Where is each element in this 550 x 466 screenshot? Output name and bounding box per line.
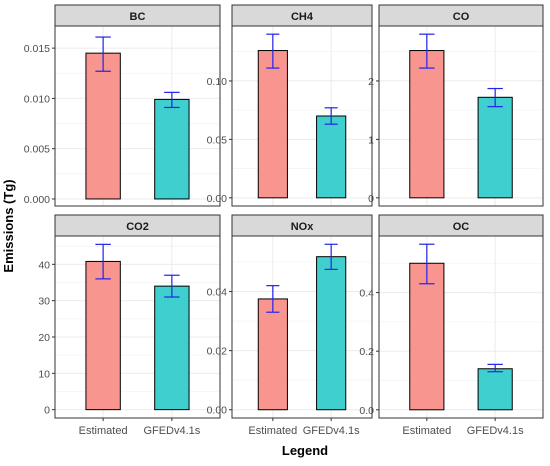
bar-gfedv4-1s — [477, 368, 513, 411]
facet-panel-nox: NOx 0.00 0.02 0.04 Estimated GFEDv4.1s — [207, 214, 373, 437]
y-tick-label: 1 — [368, 134, 374, 146]
facet-panel-bc: BC 0.000 0.005 0.010 0.015 — [24, 4, 221, 207]
y-tick-label: 0.005 — [24, 144, 50, 156]
bar-estimated — [85, 52, 121, 200]
facet-panel-oc: OC 0.0 0.2 0.4 Estimated GFEDv4.1s — [359, 214, 544, 437]
facet-title: NOx — [291, 221, 315, 233]
plot-background — [379, 26, 543, 206]
plot-background — [379, 236, 543, 418]
y-tick-label: 0.015 — [24, 43, 50, 55]
facet-title: CO — [453, 11, 470, 23]
facet-title: OC — [453, 221, 470, 233]
x-tick-label: Estimated — [79, 425, 128, 437]
facet-title: CO2 — [126, 221, 149, 233]
bar-gfedv4-1s — [316, 256, 347, 411]
y-tick-label: 0.010 — [24, 93, 50, 105]
panel-border — [378, 235, 544, 419]
y-tick-label: 40 — [38, 259, 50, 271]
y-tick-label: 20 — [38, 332, 50, 344]
bar-estimated — [85, 260, 121, 411]
y-axis-title: Emissions (Tg) — [1, 179, 16, 272]
y-tick-label: 0.0 — [359, 405, 374, 417]
y-tick-label: 30 — [38, 296, 50, 308]
y-tick-label: 10 — [38, 368, 50, 380]
facet-title: BC — [130, 11, 146, 23]
plot-background — [55, 236, 220, 418]
y-tick-label: 0.00 — [207, 193, 228, 205]
y-tick-label: 0.4 — [359, 288, 374, 300]
y-tick-label: 0.10 — [207, 76, 228, 88]
facet-panels: BC0.0000.0050.0100.015CH40.000.050.10CO0… — [24, 4, 544, 437]
y-tick-label: 2 — [368, 76, 374, 88]
facet-panel-co: CO 0 1 2 — [368, 4, 544, 207]
x-tick-label: Estimated — [248, 425, 297, 437]
y-tick-label: 0.000 — [24, 194, 50, 206]
x-tick-label: GFEDv4.1s — [303, 425, 360, 437]
bar-gfedv4-1s — [154, 98, 190, 200]
panel-border — [54, 235, 221, 419]
plot-background — [232, 236, 372, 418]
x-axis-title: Legend — [282, 443, 328, 458]
bar-estimated — [257, 298, 288, 411]
y-tick-label: 0.05 — [207, 134, 228, 146]
y-tick-label: 0.00 — [207, 405, 228, 417]
bar-gfedv4-1s — [154, 285, 190, 411]
bar-gfedv4-1s — [477, 96, 513, 199]
panel-border — [378, 25, 544, 207]
x-tick-label: Estimated — [402, 425, 451, 437]
y-tick-label: 0 — [44, 405, 50, 417]
x-tick-label: GFEDv4.1s — [143, 425, 200, 437]
facet-panel-ch4: CH4 0.00 0.05 0.10 — [207, 4, 373, 207]
facet-panel-co2: CO2 0 10 20 30 40 Estimated GFEDv4.1s — [38, 214, 221, 437]
plot-background — [55, 26, 220, 206]
panel-border — [54, 25, 221, 207]
panel-border — [231, 235, 373, 419]
y-tick-label: 0.04 — [207, 287, 228, 299]
panel-border — [231, 25, 373, 207]
x-tick-label: GFEDv4.1s — [467, 425, 524, 437]
y-tick-label: 0 — [368, 193, 374, 205]
bar-estimated — [257, 50, 288, 199]
bar-estimated — [409, 50, 445, 199]
bar-gfedv4-1s — [316, 115, 347, 199]
plot-background — [232, 26, 372, 206]
y-tick-label: 0.2 — [359, 346, 374, 358]
bar-estimated — [409, 262, 445, 411]
y-tick-label: 0.02 — [207, 346, 228, 358]
facet-title: CH4 — [291, 11, 314, 23]
